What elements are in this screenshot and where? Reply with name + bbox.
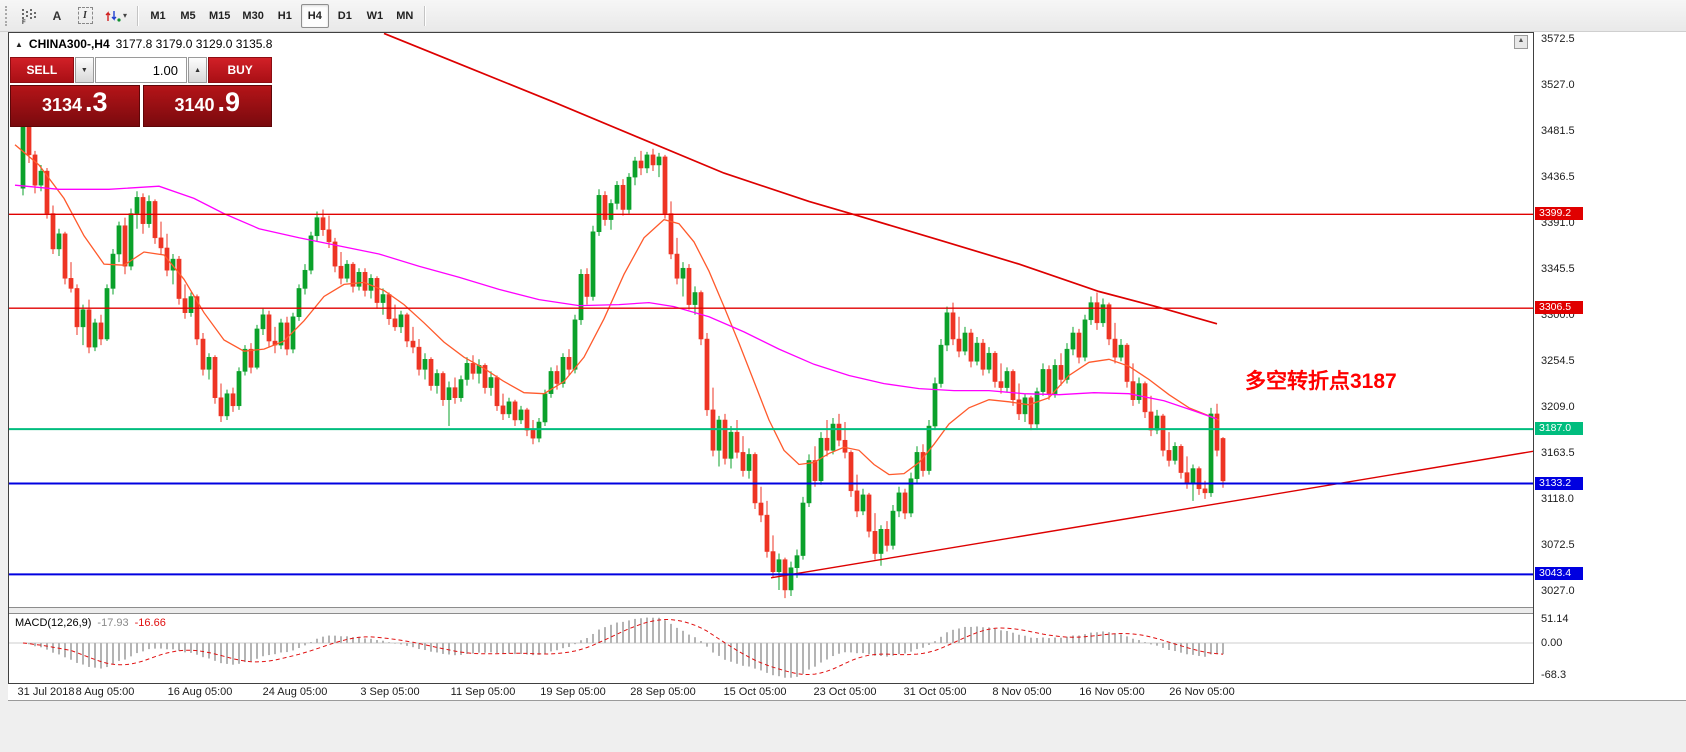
- macd-tick-label: 51.14: [1541, 613, 1569, 625]
- price-tick-label: 3345.5: [1541, 262, 1575, 275]
- chart-window: 31 Jul 2018 8 Aug 05:00 16 Aug 05:00 24 Aug…: [8, 32, 1686, 701]
- toolbar-separator: [137, 5, 140, 26]
- price-level-badge: 3043.4: [1535, 567, 1583, 581]
- timeframe-button-h1[interactable]: H1: [271, 4, 299, 28]
- sell-button[interactable]: SELL: [10, 57, 74, 83]
- timeframe-button-m30[interactable]: M30: [237, 4, 268, 28]
- sell-price-tile[interactable]: 3134 .3: [10, 85, 140, 127]
- time-axis[interactable]: 31 Jul 2018 8 Aug 05:00 16 Aug 05:00 24 Aug…: [9, 686, 1533, 700]
- sell-price-frac: .3: [85, 87, 108, 117]
- timeframe-button-h4[interactable]: H4: [300, 3, 329, 28]
- toolbar: F A I ▾ M1 M5 M15 M30 H1 H4 D1 W1 MN: [0, 0, 1686, 32]
- panel-divider[interactable]: [9, 607, 1533, 614]
- time-tick-label: 15 Oct 05:00: [723, 686, 787, 698]
- timeframe-button-m1[interactable]: M1: [144, 4, 172, 28]
- timeframe-toolbar: M1 M5 M15 M30 H1 H4 D1 W1 MN: [143, 3, 420, 28]
- horizontal-levels-layer: [9, 213, 1533, 576]
- macd-tick-label: -68.3: [1541, 669, 1567, 682]
- cursor-box-glyph: I: [77, 7, 93, 24]
- ohlc-values: 3177.8 3179.0 3129.0 3135.8: [115, 37, 273, 51]
- timeframe-button-mn[interactable]: MN: [391, 4, 419, 28]
- symbol-timeframe-label: CHINA300-,H4: [28, 37, 110, 51]
- tick-pattern-icon[interactable]: F: [16, 4, 42, 28]
- macd-header: MACD(12,26,9) -17.93 -16.66: [15, 617, 166, 629]
- indicator-arrows-icon[interactable]: ▾: [100, 4, 132, 28]
- price-tick-label: 3572.5: [1541, 33, 1575, 45]
- trendlines-layer: [383, 33, 1533, 579]
- macd-canvas[interactable]: [9, 614, 1533, 683]
- macd-main-value: -17.93: [97, 617, 129, 629]
- price-tick-label: 3118.0: [1541, 492, 1574, 505]
- trade-prices-row: 3134 .3 3140 .9: [10, 85, 272, 127]
- volume-input[interactable]: [95, 57, 187, 83]
- macd-title: MACD(12,26,9): [15, 617, 92, 629]
- one-click-trade-panel: SELL ▼ ▲ BUY 3134 .3 3140 .9: [10, 57, 272, 127]
- price-tick-label: 3481.5: [1541, 125, 1575, 138]
- tick-pattern-glyph: F: [22, 8, 36, 24]
- time-tick-label: 31 Jul 2018: [17, 686, 75, 698]
- price-tick-label: 3254.5: [1541, 354, 1575, 367]
- time-tick-label: 28 Sep 05:00: [630, 686, 696, 698]
- buy-price-frac: .9: [217, 87, 241, 117]
- chart-shift-marker[interactable]: ▲: [1514, 35, 1528, 49]
- time-tick-label: 24 Aug 05:00: [262, 686, 328, 698]
- time-tick-label: 31 Oct 05:00: [903, 686, 967, 698]
- timeframe-button-d1[interactable]: D1: [331, 4, 359, 28]
- trade-controls-row: SELL ▼ ▲ BUY: [10, 57, 272, 83]
- price-level-badge: 3306.5: [1535, 301, 1583, 315]
- time-tick-label: 23 Oct 05:00: [813, 686, 877, 698]
- timeframe-button-w1[interactable]: W1: [361, 4, 389, 28]
- time-tick-label: 16 Nov 05:00: [1079, 686, 1145, 698]
- price-axis[interactable]: 3572.5 3527.0 3481.5 3436.5 3391.0 3345.5 3300…: [1535, 33, 1685, 683]
- macd-tick-label: 0.00: [1541, 637, 1563, 649]
- candles-layer: [20, 117, 1226, 599]
- svg-text:F: F: [22, 20, 26, 24]
- price-chart-canvas[interactable]: [9, 33, 1533, 607]
- price-tick-label: 3027.0: [1541, 584, 1575, 597]
- time-tick-label: 8 Nov 05:00: [992, 686, 1052, 698]
- moving-averages-layer: [14, 144, 1220, 476]
- volume-increment-button[interactable]: ▲: [188, 57, 208, 83]
- volume-decrement-button[interactable]: ▼: [74, 57, 94, 83]
- time-tick-label: 19 Sep 05:00: [540, 686, 606, 698]
- toolbar-grip[interactable]: [5, 5, 12, 26]
- price-tick-label: 3527.0: [1541, 79, 1575, 92]
- price-level-badge: 3133.2: [1535, 476, 1583, 490]
- buy-price-main: 3140: [174, 95, 215, 115]
- time-tick-label: 11 Sep 05:00: [450, 686, 516, 698]
- price-tick-label: 3209.0: [1541, 400, 1575, 413]
- text-label-icon[interactable]: A: [44, 4, 70, 28]
- chart-text-annotation[interactable]: 多空转折点3187: [1245, 370, 1397, 393]
- buy-button[interactable]: BUY: [208, 57, 272, 83]
- time-tick-label: 3 Sep 05:00: [360, 686, 420, 698]
- price-level-badge: 3399.2: [1535, 207, 1583, 221]
- buy-price-tile[interactable]: 3140 .9: [142, 85, 272, 127]
- price-tick-label: 3072.5: [1541, 538, 1575, 551]
- price-tick-label: 3436.5: [1541, 170, 1575, 183]
- sell-price-main: 3134: [41, 95, 82, 115]
- macd-signal-value: -16.66: [134, 617, 166, 629]
- toolbar-separator: [423, 5, 426, 26]
- price-level-badge: 3187.0: [1535, 422, 1583, 436]
- time-tick-label: 26 Nov 05:00: [1169, 686, 1235, 698]
- time-tick-label: 16 Aug 05:00: [167, 686, 233, 698]
- arrows-glyph: [105, 10, 121, 22]
- time-tick-label: 8 Aug 05:00: [75, 686, 135, 698]
- timeframe-button-m15[interactable]: M15: [204, 4, 235, 28]
- chart-frame: [8, 32, 1534, 684]
- chart-header: ▲ CHINA300-,H4 3177.8 3179.0 3129.0 3135…: [15, 37, 272, 51]
- text-cursor-icon[interactable]: I: [72, 4, 98, 28]
- price-tick-label: 3163.5: [1541, 446, 1575, 459]
- timeframe-button-m5[interactable]: M5: [174, 4, 202, 28]
- one-click-toggle-icon[interactable]: ▲: [15, 39, 23, 49]
- chevron-down-icon: ▾: [123, 11, 128, 20]
